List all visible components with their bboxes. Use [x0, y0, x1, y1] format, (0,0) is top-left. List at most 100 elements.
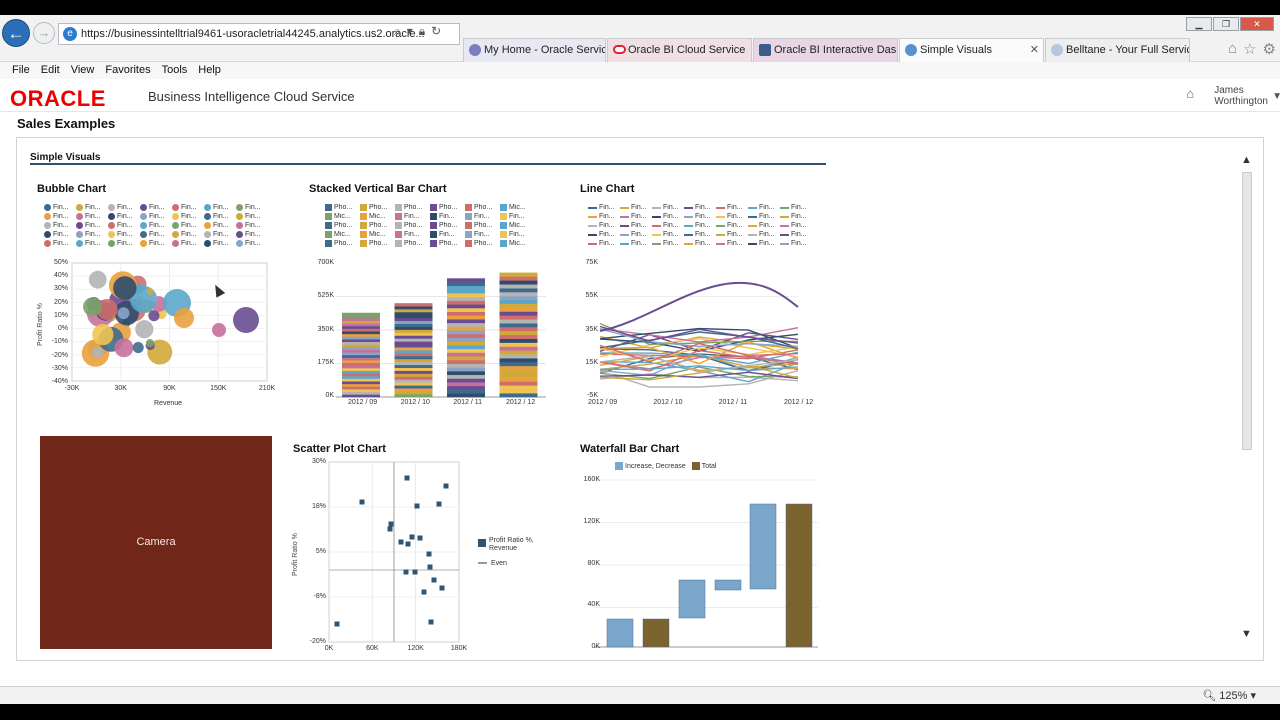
legend-item[interactable]: Pho... [465, 222, 495, 229]
refresh-icon[interactable]: ↻ [431, 24, 442, 38]
legend-item[interactable]: Fin... [172, 204, 199, 211]
minimize-button[interactable]: ▁ [1186, 17, 1212, 31]
legend-item[interactable]: Mic... [500, 204, 530, 211]
legend-item[interactable]: Fin... [140, 222, 167, 229]
scroll-down-icon[interactable]: ▼ [1241, 628, 1252, 640]
legend-item[interactable]: Mic... [360, 213, 390, 220]
scrollbar-thumb[interactable] [1242, 172, 1252, 450]
legend-item[interactable]: Fin... [588, 231, 615, 238]
legend-item[interactable]: Fin... [620, 222, 647, 229]
legend-item[interactable]: Fin... [108, 204, 135, 211]
menu-favorites[interactable]: Favorites [105, 64, 151, 76]
legend-item[interactable]: Fin... [716, 222, 743, 229]
legend-item[interactable]: Fin... [44, 213, 71, 220]
menu-file[interactable]: File [12, 64, 30, 76]
legend-item[interactable]: Fin... [780, 222, 807, 229]
back-button[interactable]: ← [2, 19, 30, 47]
legend-item[interactable]: Fin... [780, 240, 807, 247]
legend-item[interactable]: Pho... [360, 222, 390, 229]
legend-item[interactable]: Fin... [204, 213, 231, 220]
legend-item[interactable]: Fin... [684, 240, 711, 247]
legend-item[interactable]: Fin... [748, 231, 775, 238]
close-tab-icon[interactable]: ✕ [1029, 44, 1039, 56]
legend-item[interactable]: Fin... [44, 222, 71, 229]
legend-item[interactable]: Fin... [140, 204, 167, 211]
legend-item[interactable]: Fin... [620, 231, 647, 238]
zoom-level[interactable]: 🔍︎ 125% ▾ [1202, 690, 1256, 702]
restore-button[interactable]: ❐ [1213, 17, 1239, 31]
legend-item[interactable]: Fin... [780, 204, 807, 211]
legend-item[interactable]: Fin... [76, 204, 103, 211]
menu-view[interactable]: View [70, 64, 95, 76]
gear-icon[interactable]: ⚙ [1262, 41, 1276, 58]
legend-item[interactable]: Fin... [44, 231, 71, 238]
legend-item[interactable]: Fin... [588, 204, 615, 211]
menu-tools[interactable]: Tools [161, 64, 188, 76]
camera-placeholder[interactable]: Camera [40, 436, 272, 649]
legend-item[interactable]: Fin... [395, 231, 425, 238]
legend-item[interactable]: Fin... [620, 213, 647, 220]
legend-item[interactable]: Fin... [465, 213, 495, 220]
search-icon[interactable]: ⌕ [394, 24, 401, 38]
forward-button[interactable]: → [33, 22, 55, 44]
legend-item[interactable]: Fin... [465, 231, 495, 238]
legend-item[interactable]: Pho... [430, 204, 460, 211]
legend-item[interactable]: Fin... [588, 213, 615, 220]
legend-item[interactable]: Fin... [76, 231, 103, 238]
legend-item[interactable]: Fin... [44, 240, 71, 247]
legend-item[interactable]: Fin... [172, 213, 199, 220]
legend-item[interactable]: Fin... [204, 204, 231, 211]
legend-item[interactable]: Fin... [108, 222, 135, 229]
legend-item[interactable]: Fin... [76, 213, 103, 220]
legend-item[interactable]: Fin... [716, 204, 743, 211]
tab-oracle-bi-cloud[interactable]: Oracle BI Cloud Service [607, 38, 752, 62]
tab-simple-visuals[interactable]: Simple Visuals ✕ [899, 38, 1044, 62]
legend-item[interactable]: Fin... [430, 231, 460, 238]
dropdown-icon[interactable]: ▾ [406, 24, 413, 38]
legend-item[interactable]: Fin... [430, 213, 460, 220]
legend-item[interactable]: Pho... [325, 222, 355, 229]
legend-item[interactable]: Fin... [76, 240, 103, 247]
legend-item[interactable]: Fin... [140, 213, 167, 220]
legend-item[interactable]: Fin... [716, 213, 743, 220]
legend-item[interactable]: Fin... [716, 231, 743, 238]
legend-item[interactable]: Fin... [236, 231, 263, 238]
legend-item[interactable]: Fin... [684, 231, 711, 238]
legend-item[interactable]: Fin... [140, 240, 167, 247]
legend-item[interactable]: Fin... [780, 231, 807, 238]
address-bar[interactable]: e https://businessintelltrial9461-usorac… [58, 23, 460, 45]
legend-item[interactable]: Fin... [108, 231, 135, 238]
legend-item[interactable]: Fin... [108, 213, 135, 220]
legend-item[interactable]: Fin... [652, 204, 679, 211]
legend-item[interactable]: Mic... [360, 231, 390, 238]
legend-item[interactable]: Fin... [748, 222, 775, 229]
legend-item[interactable]: Fin... [588, 240, 615, 247]
legend-item[interactable]: Pho... [430, 240, 460, 247]
legend-item[interactable]: Pho... [395, 222, 425, 229]
legend-item[interactable]: Fin... [652, 240, 679, 247]
home-icon[interactable]: ⌂ [1186, 86, 1195, 101]
legend-item[interactable]: Fin... [500, 231, 530, 238]
legend-item[interactable]: Fin... [236, 240, 263, 247]
legend-item[interactable]: Fin... [588, 222, 615, 229]
legend-item[interactable]: Fin... [108, 240, 135, 247]
legend-item[interactable]: Fin... [684, 213, 711, 220]
menu-help[interactable]: Help [198, 64, 221, 76]
legend-item[interactable]: Fin... [172, 240, 199, 247]
legend-item[interactable]: Fin... [716, 240, 743, 247]
legend-item[interactable]: Fin... [76, 222, 103, 229]
legend-item[interactable]: Pho... [465, 240, 495, 247]
legend-item[interactable]: Fin... [236, 213, 263, 220]
legend-item[interactable]: Fin... [204, 222, 231, 229]
star-icon[interactable]: ☆ [1243, 41, 1257, 58]
legend-item[interactable]: Pho... [325, 240, 355, 247]
legend-item[interactable]: Fin... [204, 231, 231, 238]
legend-item[interactable]: Fin... [652, 213, 679, 220]
legend-item[interactable]: Fin... [236, 222, 263, 229]
legend-item[interactable]: Mic... [500, 240, 530, 247]
legend-item[interactable]: Fin... [620, 204, 647, 211]
close-window-button[interactable]: ✕ [1240, 17, 1274, 31]
tab-belltane[interactable]: Belltane - Your Full Servic... [1045, 38, 1190, 62]
legend-item[interactable]: Fin... [748, 213, 775, 220]
legend-item[interactable]: Fin... [620, 240, 647, 247]
